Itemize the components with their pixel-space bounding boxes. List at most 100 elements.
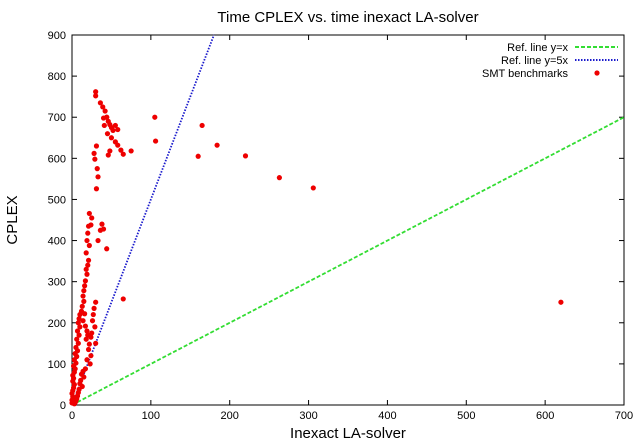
data-point (86, 341, 92, 347)
y-tick-label: 900 (48, 30, 66, 42)
data-point (92, 156, 98, 162)
data-point (80, 318, 86, 324)
data-point (115, 126, 121, 133)
data-point (85, 223, 92, 229)
data-point (80, 293, 86, 299)
data-point (74, 328, 81, 334)
data-point (79, 303, 85, 309)
y-axis-ticks: 0 100 200 300 400 500 600 700 800 900 (48, 30, 624, 412)
data-point (152, 138, 159, 144)
data-point (214, 142, 220, 148)
data-point (89, 330, 95, 336)
data-point (310, 185, 316, 191)
data-point (101, 122, 107, 129)
data-point (77, 324, 83, 330)
y-tick-label: 800 (48, 71, 66, 83)
data-point (85, 346, 92, 353)
x-tick-label: 400 (378, 410, 396, 422)
data-point (76, 316, 82, 322)
data-point (88, 353, 94, 359)
data-point (82, 311, 88, 317)
data-point (88, 334, 94, 340)
data-point (112, 122, 118, 129)
data-point (89, 215, 95, 221)
x-axis-title: Inexact LA-solver (290, 425, 406, 442)
x-tick-label: 100 (142, 410, 160, 422)
data-point (104, 131, 111, 137)
data-point (90, 311, 96, 318)
data-point (75, 340, 81, 346)
data-point (276, 175, 282, 181)
data-point (93, 89, 99, 95)
data-point (83, 266, 89, 272)
chart-title: Time CPLEX vs. time inexact LA-solver (217, 9, 478, 26)
data-point (87, 361, 93, 367)
data-point (97, 100, 103, 106)
x-tick-label: 600 (536, 410, 554, 422)
data-point (74, 336, 80, 342)
data-point (95, 174, 101, 180)
data-point (118, 147, 124, 153)
data-point (107, 148, 113, 154)
data-point (115, 142, 121, 148)
data-point (108, 135, 115, 141)
y-axis-title: CPLEX (4, 195, 21, 244)
data-point (82, 283, 88, 289)
data-point (110, 127, 116, 133)
data-point (93, 93, 99, 99)
data-point (86, 242, 92, 249)
x-tick-label: 500 (457, 410, 475, 422)
reference-lines (71, 34, 625, 406)
data-point (84, 357, 90, 363)
data-point (86, 210, 92, 217)
y-tick-label: 0 (60, 400, 66, 412)
data-point (85, 262, 91, 268)
data-point (93, 186, 100, 192)
data-point (91, 305, 97, 311)
data-point (71, 401, 77, 407)
data-point (120, 151, 126, 157)
data-point (94, 166, 100, 172)
data-point (85, 230, 91, 236)
plot-frame (71, 34, 625, 406)
x-tick-label: 200 (221, 410, 239, 422)
data-point (93, 299, 99, 305)
data-point (120, 296, 126, 302)
x-axis-ticks: 0 100 200 300 400 500 600 700 (69, 35, 633, 422)
data-point (84, 237, 90, 244)
data-point (85, 257, 92, 263)
legend-label-smt-benchmarks: SMT benchmarks (482, 68, 568, 80)
data-point (84, 271, 90, 277)
data-point (82, 323, 89, 329)
data-point (242, 153, 249, 159)
data-point (82, 278, 89, 284)
legend-swatch-smt-benchmarks (594, 70, 600, 76)
data-point (75, 320, 81, 326)
data-points (69, 89, 564, 407)
y-tick-label: 100 (48, 359, 66, 371)
y-tick-label: 200 (48, 318, 66, 330)
data-point (95, 237, 101, 244)
data-point (104, 114, 110, 120)
data-point (81, 288, 87, 294)
legend-label-ref-y-x: Ref. line y=x (507, 42, 568, 54)
data-point (104, 246, 110, 252)
legend-label-ref-y-5x: Ref. line y=5x (501, 55, 568, 67)
y-tick-label: 300 (48, 277, 66, 289)
data-point (128, 148, 134, 154)
data-point (93, 143, 100, 149)
data-point (83, 250, 89, 256)
data-point (558, 299, 564, 305)
data-point (99, 221, 105, 227)
x-tick-label: 0 (69, 410, 75, 422)
data-point (102, 108, 108, 114)
x-tick-label: 700 (615, 410, 633, 422)
data-point (195, 153, 201, 159)
data-point (199, 122, 205, 129)
y-tick-label: 700 (48, 112, 66, 124)
data-point (100, 226, 107, 232)
data-point (77, 311, 83, 318)
legend: Ref. line y=x Ref. line y=5x SMT benchma… (482, 42, 618, 80)
data-point (152, 114, 158, 120)
data-point (84, 328, 90, 334)
